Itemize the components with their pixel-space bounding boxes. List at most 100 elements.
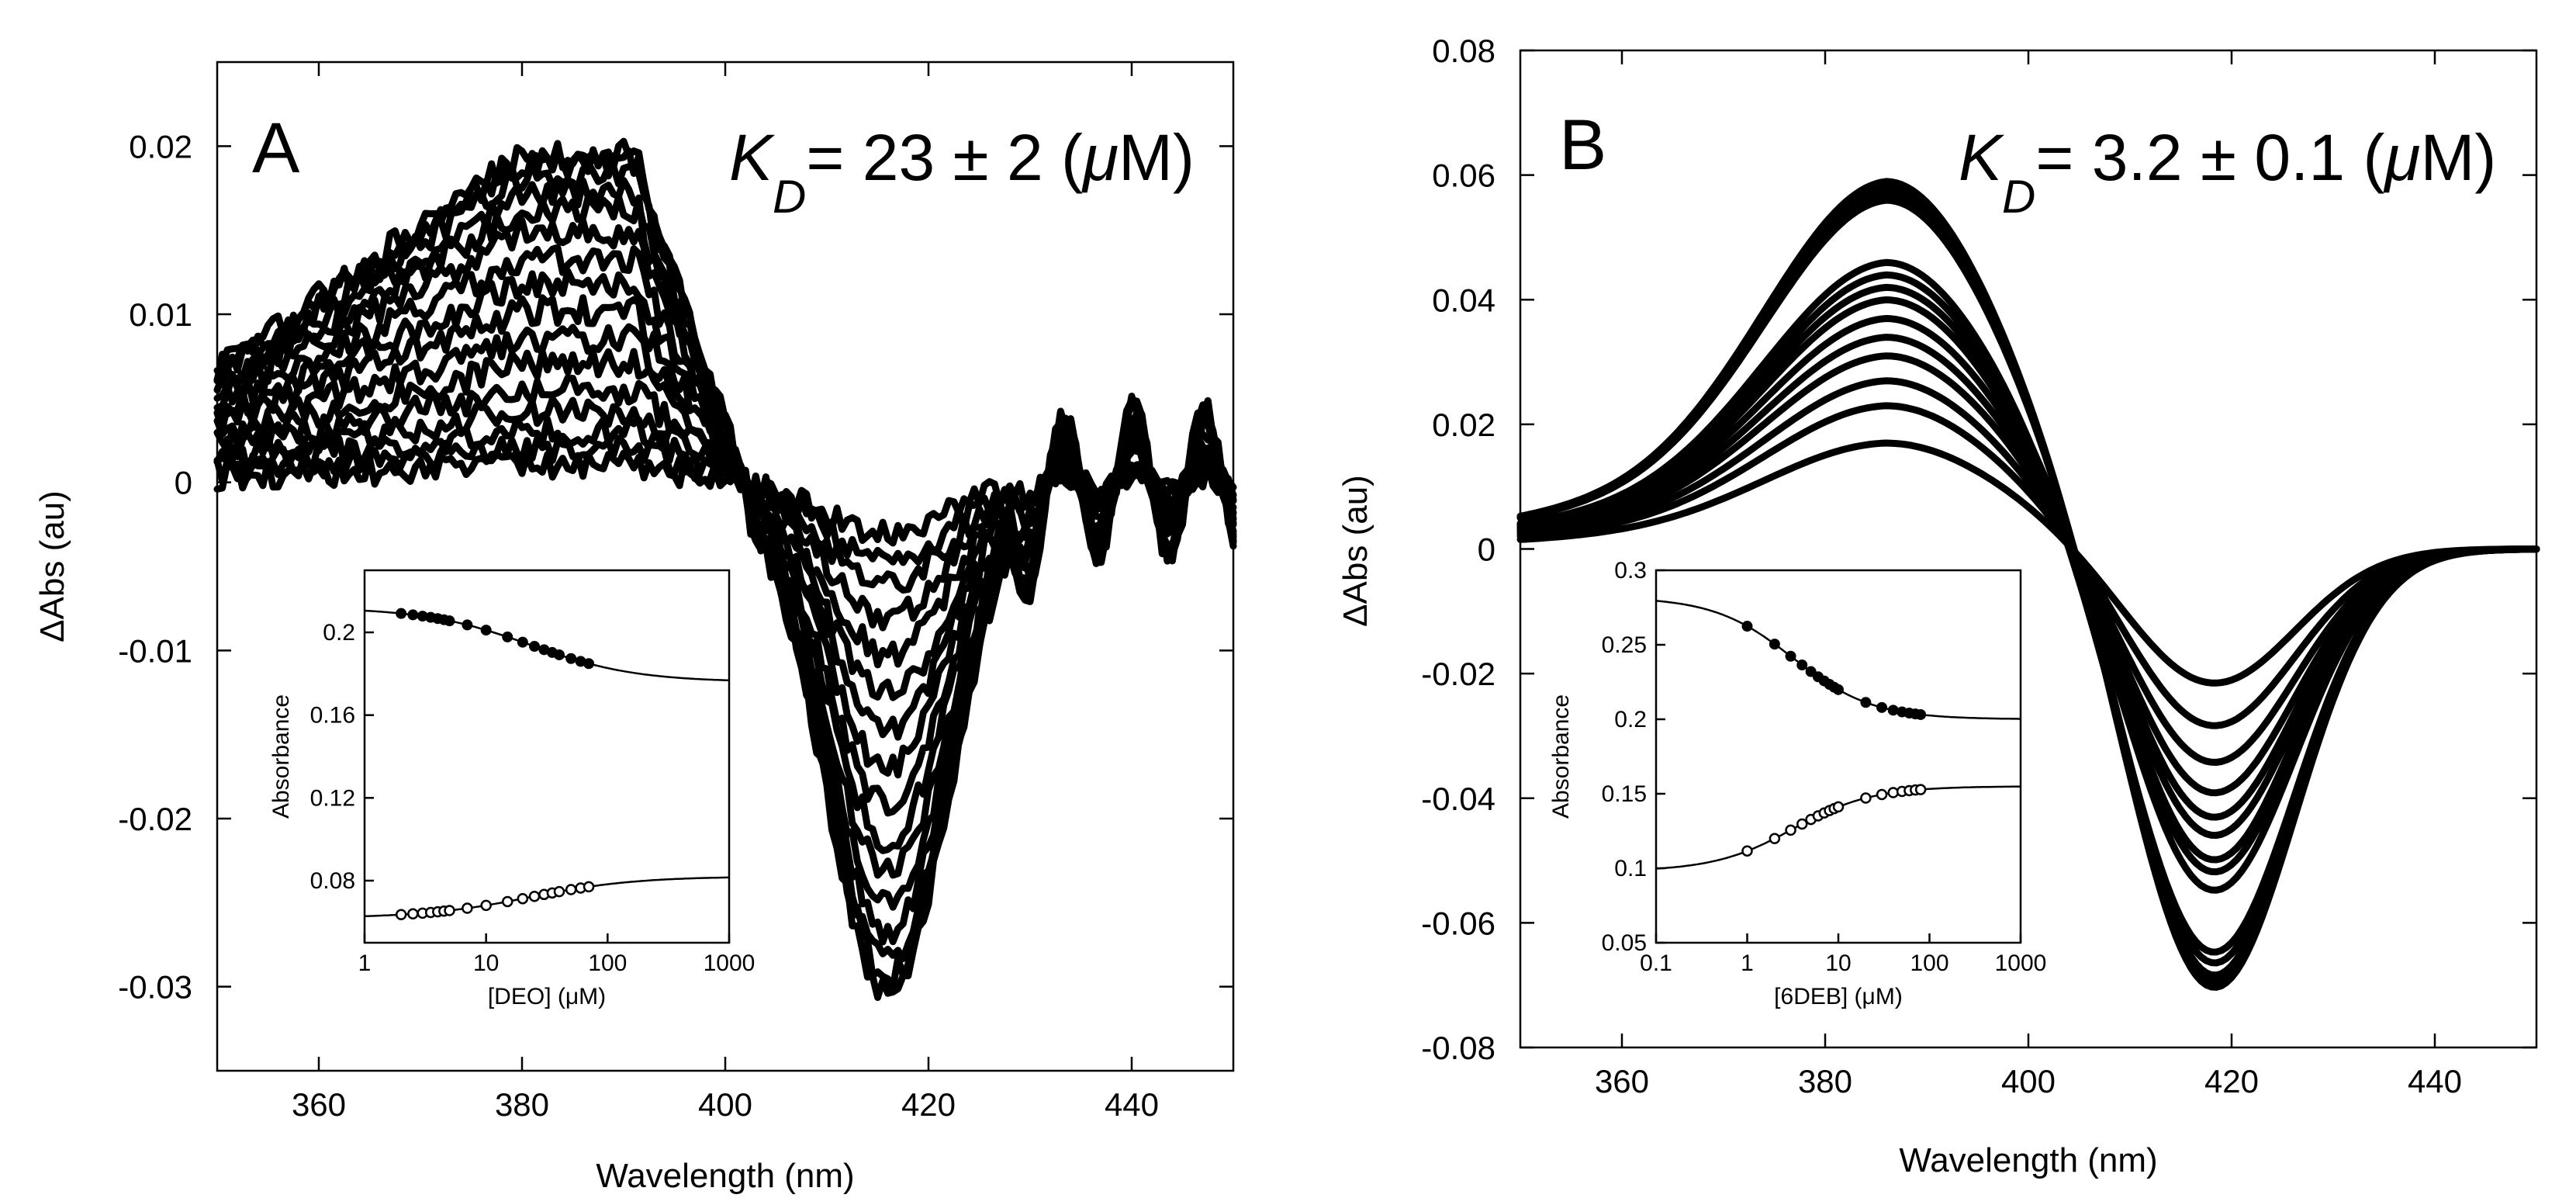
inset-point-open [1887,787,1899,798]
panel-a-x-ticks: 360 380 400 420 440 [292,62,1159,1123]
inset-point-open [462,902,473,914]
x-tick-label: 420 [2204,1063,2259,1099]
panel-b-inset-x-label: [6DEB] (μM) [1774,984,1903,1009]
inset-x-tick-label: 100 [1910,950,1948,976]
inset-point-open [1860,792,1872,804]
y-tick-label: -0.02 [1421,656,1495,692]
spectrum-curve [1516,402,2540,729]
panel-b-inset-plot [1655,600,2021,870]
x-tick-label: 440 [1105,1086,1159,1123]
inset-point-open [583,881,595,893]
inset-x-tick-label: 1 [1741,950,1754,976]
panel-b-inset-y-label: Absorbance [1548,694,1574,819]
x-tick-label: 360 [1595,1063,1649,1099]
panel-a-inset-x-label-pre: [DEO] ( [488,984,565,1009]
panel-a-kd-k: K [729,121,776,194]
panel-b-label: B [1559,106,1606,185]
inset-x-tick-label: 1000 [704,950,756,976]
panel-b-inset-x-label-mu: μ [1862,984,1876,1009]
spectrum-curve [1516,439,2540,687]
inset-y-tick-label: 0.12 [310,785,355,811]
inset-point-filled [1785,650,1796,662]
x-tick-label: 400 [698,1086,752,1123]
y-tick-label: 0.06 [1432,158,1495,194]
inset-y-tick-label: 0.08 [310,868,355,894]
panel-b-inset-x-label-post: M) [1876,984,1903,1009]
panel-b-x-ticks: 360 380 400 420 440 [1595,50,2462,1099]
inset-point-open [517,892,529,905]
panel-b-kd-mu: μ [2383,121,2420,194]
y-tick-label: -0.06 [1421,905,1495,941]
inset-point-open [1832,801,1845,813]
x-tick-label: 400 [2001,1063,2056,1099]
panel-a-curves [213,137,1237,1001]
panel-b-x-label: Wavelength (nm) [1899,1141,2157,1179]
panel-b-kd: KD= 3.2 ± 0.1 (μM) [1959,121,2496,223]
panel-a-inset: 1 10 100 1000 0.08 0.12 0.16 0.2 [DEO] (μM) Abs… [268,569,756,1009]
panel-a-inset-ticks: 1 10 100 1000 0.08 0.12 0.16 0.2 [310,620,756,976]
inset-x-tick-label: 100 [588,950,627,976]
inset-x-tick-label: 0.1 [1640,950,1672,976]
panel-b-inset-frame [1655,569,2022,944]
inset-point-filled [1796,660,1808,671]
inset-point-filled [553,649,565,660]
inset-y-tick-label: 0.25 [1602,632,1647,658]
y-tick-label: -0.08 [1421,1030,1495,1066]
panel-a-y-ticks: 0.02 0.01 0 -0.01 -0.02 -0.03 [118,128,1233,1006]
spectrum-curve [1516,377,2540,766]
inset-y-tick-label: 0.05 [1602,930,1647,956]
inset-point-filled [565,653,577,664]
panel-a-inset-x-label-post: M) [579,984,606,1009]
inset-point-open [395,909,407,920]
inset-point-filled [444,615,455,627]
panel-b-kd-value: = 3.2 ± 0.1 ( [2035,121,2384,194]
panel-a-inset-x-label: [DEO] (μM) [488,984,606,1009]
x-tick-label: 380 [1798,1063,1852,1099]
panel-a-label: A [252,109,300,188]
inset-y-tick-label: 0.15 [1602,781,1647,807]
inset-point-open [1914,784,1927,795]
inset-point-open [1876,788,1888,801]
panel-b-y-ticks: 0.08 0.06 0.04 0.02 0 -0.02 -0.04 -0.06 -0.08 [1421,33,2536,1066]
inset-point-open [1785,824,1796,836]
inset-point-filled [1805,666,1817,677]
panel-a-kd: KD= 23 ± 2 (μM) [729,121,1195,223]
spectrum-curve [1516,352,2540,797]
inset-y-tick-label: 0.1 [1614,856,1647,881]
y-tick-label: 0.08 [1432,33,1495,69]
y-tick-label: -0.04 [1421,781,1495,817]
inset-point-filled [1860,697,1872,708]
panel-b: 360 380 400 420 440 0.08 0.06 0.04 0.02 0 -0.02 -0… [1336,33,2540,1179]
panel-a-inset-x-label-mu: μ [565,984,579,1009]
y-tick-label: 0.04 [1432,282,1495,318]
panel-b-inset-x-label-pre: [6DEB] ( [1774,984,1862,1009]
panel-a-inset-plot [364,608,730,920]
panel-b-y-label: ΔAbs (au) [1336,475,1374,627]
panel-a-x-label: Wavelength (nm) [596,1157,854,1195]
inset-point-filled [529,641,541,652]
y-tick-label: -0.01 [118,632,192,669]
inset-y-tick-label: 0.16 [310,703,355,729]
inset-point-filled [396,608,407,619]
panel-a-kd-sub: D [773,171,806,223]
y-tick-label: 0.02 [129,128,192,164]
inset-point-open [1796,818,1808,830]
inset-x-tick-label: 1 [358,950,372,976]
inset-point-filled [462,619,473,631]
y-tick-label: -0.03 [118,969,192,1006]
inset-point-open [444,905,455,916]
panel-b-kd-k: K [1959,121,2005,194]
inset-point-open [502,895,513,908]
spectrum-curve [213,449,1237,547]
y-tick-label: -0.02 [118,801,192,837]
inset-point-open [1741,845,1753,857]
panel-a-kd-mu: μ [1081,121,1119,194]
inset-point-filled [1741,621,1753,632]
x-tick-label: 440 [2408,1063,2462,1099]
inset-point-open [480,899,492,912]
inset-point-open [407,908,419,920]
x-tick-label: 360 [292,1086,346,1123]
